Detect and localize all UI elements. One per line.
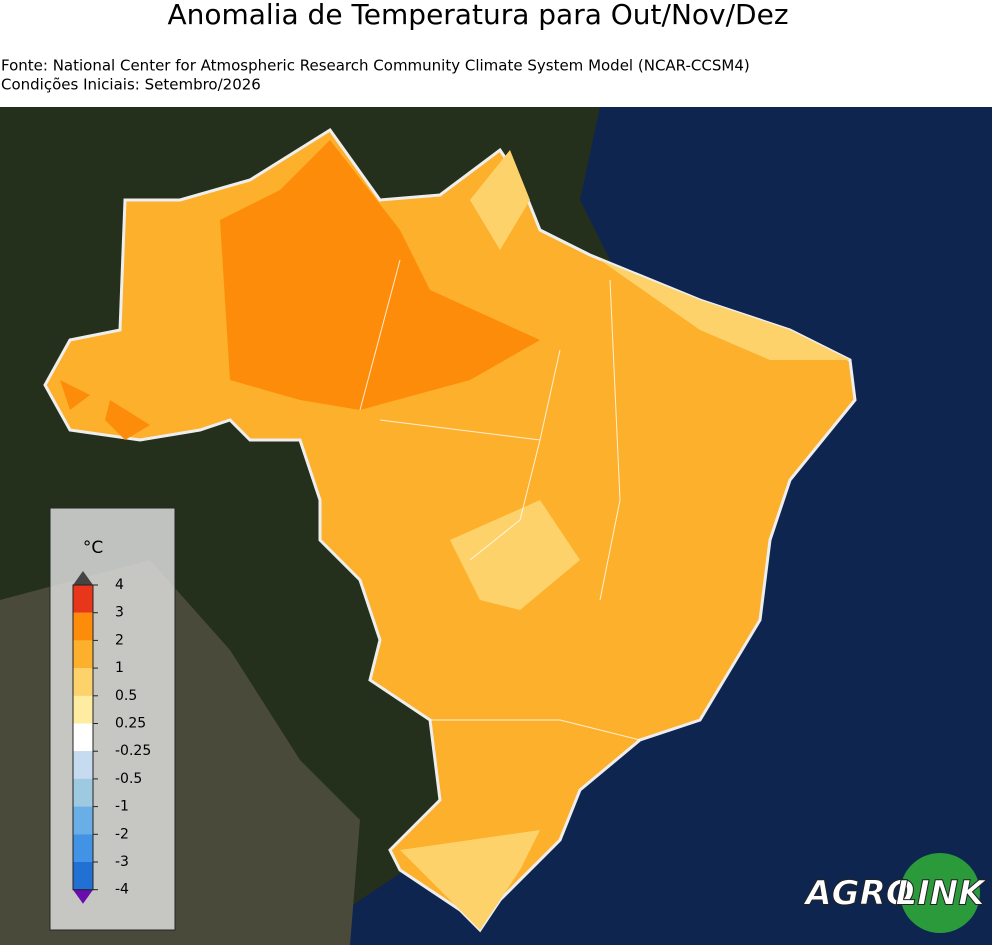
legend-tick-label: 1 (115, 660, 124, 676)
legend-tick-label: -0.5 (115, 771, 142, 787)
legend-unit: °C (83, 538, 103, 558)
colorbar-bin (73, 862, 93, 890)
legend-tick-label: -0.25 (115, 743, 151, 759)
legend-tick-label: -3 (115, 854, 129, 870)
colorbar-bin (73, 778, 93, 807)
colorbar-bin (73, 585, 93, 613)
colorbar-bin (73, 723, 93, 752)
legend-tick-label: 4 (115, 577, 124, 593)
extend-top (73, 571, 93, 585)
colorbar-bin (73, 751, 93, 779)
colorbar-bin (73, 668, 93, 696)
initial-conditions: Condições Iniciais: Setembro/2026 (1, 76, 261, 94)
legend-tick-label: -2 (115, 826, 129, 842)
logo-left: AGRO (802, 874, 914, 914)
colorbar: °C 4 3 2 1 0.5 0.25 -0.25 -0.5 -1 -2 -3 -4 (49, 507, 176, 931)
colorbar-bin (73, 612, 93, 641)
extend-bottom (73, 889, 93, 904)
colorbar-bin (73, 695, 93, 724)
source: Fonte: National Center for Atmospheric R… (1, 57, 750, 75)
legend-tick-label: 0.5 (115, 688, 137, 704)
legend-tick-label: 0.25 (115, 716, 146, 732)
colorbar-bin (73, 834, 93, 862)
legend-tick-label: -1 (115, 799, 129, 815)
legend-tick-label: -4 (115, 882, 129, 898)
colorbar-bin (73, 640, 93, 669)
colorbar-frame (72, 584, 94, 891)
colorbar-bin (73, 806, 93, 835)
legend-tick-label: 2 (115, 632, 124, 648)
logo-right: LINK (895, 874, 987, 914)
title: Anomalia de Temperatura para Out/Nov/Dez (167, 0, 788, 31)
legend-tick-label: 3 (115, 605, 124, 621)
logo: AGRO LINK (802, 853, 988, 933)
